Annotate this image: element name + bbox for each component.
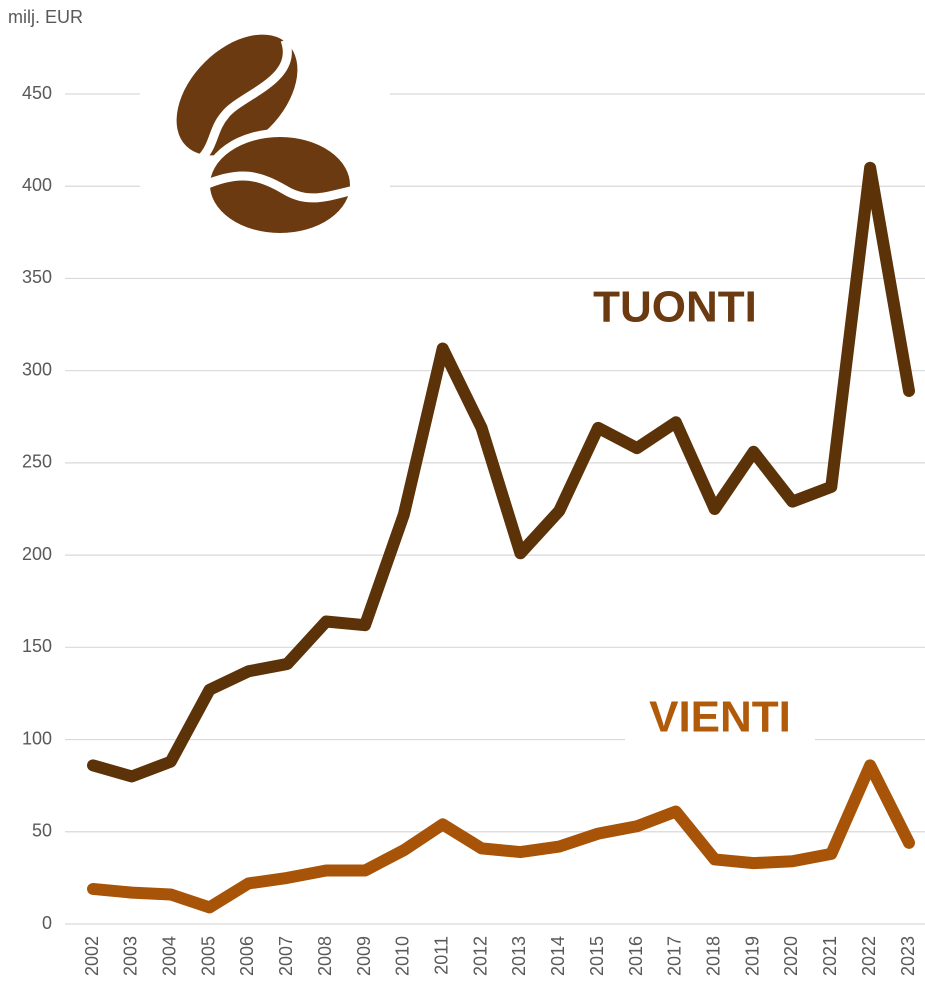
y-tick-label: 400 [22,175,52,195]
x-tick-label: 2023 [898,936,918,976]
x-tick-label: 2022 [859,936,879,976]
x-tick-label: 2007 [276,936,296,976]
x-tick-label: 2011 [431,936,451,975]
x-tick-label: 2015 [587,936,607,976]
series-label: TUONTI [593,283,757,332]
label-bg [625,690,815,750]
x-tick-label: 2006 [237,936,257,976]
series-label: VIENTI [649,693,791,742]
x-tick-label: 2017 [665,936,685,976]
y-tick-label: 250 [22,452,52,472]
line-series [87,161,915,783]
y-tick-label: 150 [22,636,52,656]
y-axis-label: milj. EUR [8,7,83,27]
x-tick-label: 2008 [315,936,335,976]
y-tick-label: 0 [42,913,52,933]
y-tick-label: 300 [22,359,52,379]
y-tick-label: 50 [32,821,52,841]
x-tick-label: 2009 [354,936,374,976]
y-tick-label: 100 [22,728,52,748]
x-tick-label: 2013 [509,936,529,976]
x-tick-label: 2020 [781,936,801,976]
x-tick-label: 2014 [548,936,568,976]
x-tick-label: 2021 [820,936,840,976]
y-tick-label: 350 [22,267,52,287]
x-tick-label: 2019 [742,936,762,976]
x-tick-label: 2012 [470,936,490,976]
y-tick-label: 200 [22,544,52,564]
line-series [87,759,915,914]
coffee-icon [176,34,358,241]
x-tick-label: 2003 [121,936,141,976]
x-tick-label: 2002 [82,936,102,976]
x-tick-label: 2005 [198,936,218,976]
y-tick-label: 450 [22,83,52,103]
x-tick-label: 2016 [626,936,646,976]
x-tick-label: 2004 [159,936,179,976]
x-tick-label: 2010 [393,936,413,976]
x-tick-label: 2018 [703,936,723,976]
